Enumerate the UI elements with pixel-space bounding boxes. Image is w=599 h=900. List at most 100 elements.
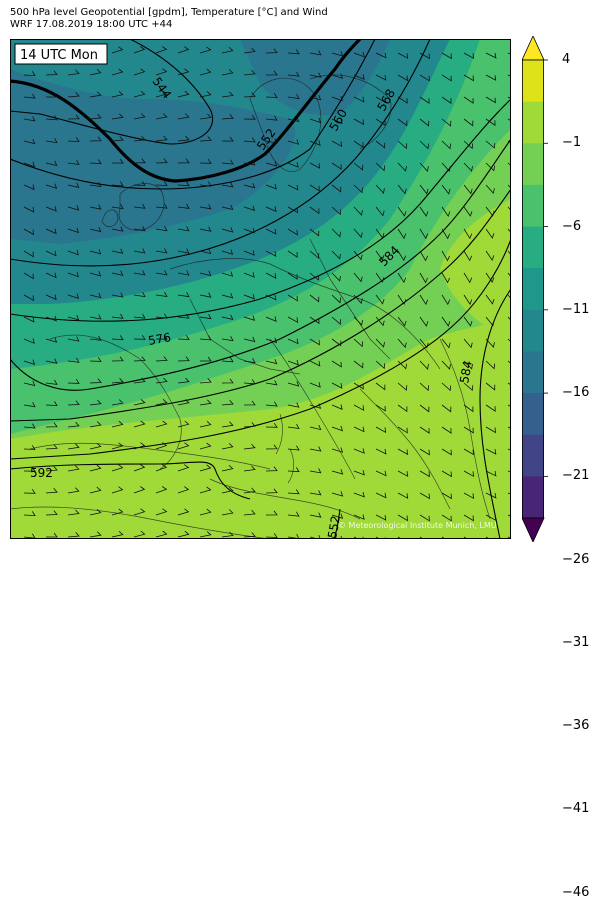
wind-barb	[331, 51, 344, 57]
wind-barb	[309, 162, 321, 169]
wind-barb	[419, 96, 430, 104]
wind-barb	[287, 381, 300, 387]
wind-barb	[177, 399, 190, 406]
wind-barb	[45, 401, 58, 406]
wind-barb	[419, 228, 429, 240]
wind-barb	[133, 420, 146, 428]
wind-barb	[67, 249, 79, 256]
wind-barb	[309, 338, 320, 346]
wind-barb	[485, 338, 495, 348]
wind-barb	[419, 338, 429, 349]
wind-barb	[331, 338, 342, 347]
wind-barb	[89, 249, 102, 255]
wind-barb	[45, 444, 58, 450]
wind-barb	[45, 294, 57, 301]
wind-barb	[45, 337, 58, 343]
wind-barb	[199, 46, 212, 54]
wind-barb	[155, 203, 168, 209]
colorbar-tick-label: 4	[562, 52, 571, 67]
wind-barb	[111, 226, 124, 232]
wind-barb	[463, 184, 473, 195]
wind-barb	[441, 52, 452, 60]
wind-barb	[353, 250, 363, 261]
wind-barb	[309, 360, 321, 367]
wind-barb	[221, 509, 234, 516]
wind-barb	[265, 138, 278, 144]
wind-barb	[243, 465, 256, 472]
wind-barb	[133, 508, 146, 516]
wind-barb	[287, 139, 300, 145]
wind-barb	[353, 184, 363, 194]
temp-band-patch-north	[240, 39, 390, 116]
wind-barb	[353, 51, 365, 58]
wind-barb	[23, 380, 36, 387]
wind-barb	[177, 486, 190, 494]
wind-barb	[331, 294, 341, 304]
wind-barb	[45, 250, 57, 257]
wind-barb	[177, 270, 190, 276]
wind-barb	[441, 360, 451, 370]
wind-barb	[221, 159, 234, 165]
wind-barb	[243, 422, 256, 428]
wind-barb	[441, 470, 452, 478]
wind-barb	[199, 314, 212, 320]
wind-barb	[485, 118, 496, 127]
wind-barb	[463, 162, 473, 172]
wind-barb	[419, 426, 430, 434]
wind-barb	[221, 465, 234, 472]
wind-barb	[221, 443, 234, 450]
wind-barb	[45, 160, 58, 167]
wind-barb	[23, 338, 35, 344]
wind-barb	[67, 336, 80, 342]
wind-barb	[221, 293, 234, 299]
wind-barb	[265, 488, 278, 494]
wind-barb	[287, 316, 299, 324]
wind-barb	[155, 377, 168, 384]
wind-barb	[441, 162, 451, 173]
wind-barb	[309, 490, 322, 496]
wind-barb	[23, 272, 34, 280]
wind-barb	[89, 314, 102, 320]
wind-barb	[67, 205, 80, 211]
wind-barb	[199, 464, 212, 472]
wind-barb	[67, 378, 80, 384]
wind-barb	[309, 272, 320, 281]
wind-barb	[199, 226, 212, 232]
wind-barb	[23, 445, 36, 450]
wind-barb	[243, 205, 256, 212]
wind-barb	[331, 382, 343, 389]
wind-barb	[177, 464, 190, 472]
wind-barb	[155, 530, 168, 538]
wind-barb	[133, 226, 146, 232]
wind-barb	[419, 140, 430, 150]
wind-barb	[221, 182, 234, 188]
wind-barb	[375, 316, 385, 327]
wind-barb	[353, 272, 363, 283]
wind-barb	[419, 74, 430, 82]
wind-barb	[375, 382, 386, 391]
colorbar-tick-label: −11	[562, 301, 590, 317]
wind-barb	[177, 292, 190, 298]
wind-barb	[375, 140, 386, 149]
wind-barb	[441, 74, 452, 82]
wind-barb	[265, 183, 277, 190]
wind-barb	[221, 487, 234, 494]
wind-barb	[89, 531, 102, 538]
wind-barb	[221, 114, 234, 120]
wind-barb	[353, 118, 365, 126]
wind-barb	[485, 52, 497, 59]
wind-barb	[221, 69, 234, 76]
wind-barb	[441, 492, 452, 500]
wind-barb	[463, 448, 474, 456]
contour-label-592: 592	[30, 466, 53, 480]
wind-barb	[375, 118, 386, 126]
wind-barb	[397, 162, 407, 172]
wind-barb	[177, 135, 190, 142]
wind-barb	[89, 181, 102, 188]
wind-barb	[155, 486, 168, 494]
wind-barb	[177, 90, 190, 98]
wind-barb	[177, 113, 190, 120]
wind-barb	[23, 488, 36, 494]
wind-barb	[375, 74, 387, 81]
wind-barb	[133, 248, 146, 254]
